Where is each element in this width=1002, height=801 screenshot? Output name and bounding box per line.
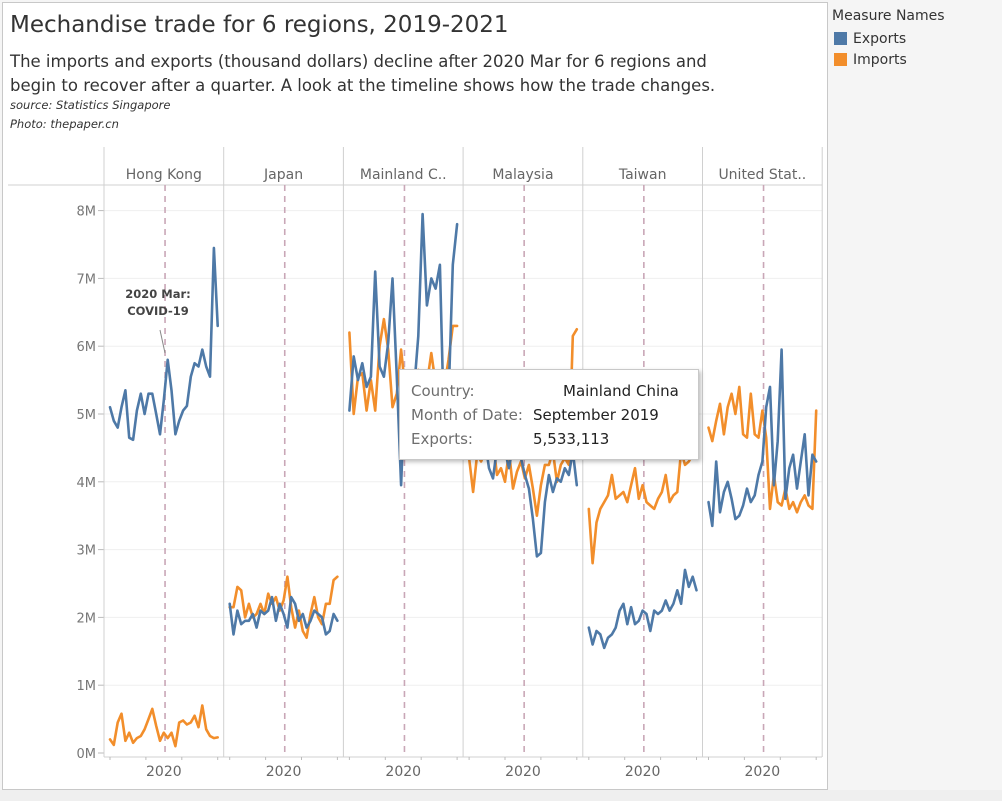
panel-header: Hong Kong [126,167,202,183]
x-tick-label: 2020 [146,764,182,780]
legend-label-imports: Imports [853,51,907,68]
panel-header: United Stat.. [718,167,806,183]
x-tick-label: 2020 [266,764,302,780]
legend-swatch-imports [834,53,847,66]
tooltip-country-row: Country: Mainland China [411,379,679,403]
tooltip-month-label: Month of Date: [411,406,523,424]
legend-item-exports[interactable]: Exports [832,28,945,49]
panel-header: Japan [263,167,303,183]
series-line-imports [228,575,339,639]
tooltip: Country: Mainland China Month of Date: S… [399,369,699,460]
source-note: source: Statistics Singapore [10,98,171,112]
page-subtitle: The imports and exports (thousand dollar… [10,52,716,95]
legend: Measure Names Exports Imports [832,8,945,70]
annotation-pointer [159,329,166,354]
tooltip-month-row: Month of Date: September 2019 [411,403,659,427]
y-tick-label: 1M [77,679,97,694]
y-tick-label: 3M [77,544,97,559]
tooltip-exports-row: Exports: 5,533,113 [411,427,609,451]
tooltip-country-value: Mainland China [563,382,679,400]
annotation-line-1: 2020 Mar: [125,287,191,301]
y-tick-label: 7M [77,272,97,287]
y-tick-label: 5M [77,408,97,423]
x-tick-label: 2020 [625,764,661,780]
panel-header: Malaysia [492,167,553,183]
y-tick-label: 4M [77,476,97,491]
tooltip-country-label: Country: [411,382,475,400]
tooltip-month-value: September 2019 [533,406,659,424]
panel-header: Taiwan [618,167,667,183]
panel-header: Mainland C.. [360,167,447,183]
series-line-imports [108,704,219,748]
photo-note: Photo: thepaper.cn [10,117,119,131]
y-tick-label: 6M [77,340,97,355]
x-tick-label: 2020 [385,764,421,780]
series-line-exports [228,595,339,636]
series-line-exports [108,246,219,442]
annotation-line-2: COVID-19 [127,304,189,318]
tooltip-exports-label: Exports: [411,430,473,448]
legend-swatch-exports [834,32,847,45]
series-line-imports [587,450,698,565]
legend-title: Measure Names [832,8,945,24]
legend-label-exports: Exports [853,30,907,47]
page-title: Mechandise trade for 6 regions, 2019-202… [10,12,509,38]
series-line-imports [707,385,818,514]
y-tick-label: 0M [77,747,97,762]
y-tick-label: 8M [77,205,97,220]
x-tick-label: 2020 [505,764,541,780]
series-line-exports [707,348,818,528]
x-tick-label: 2020 [745,764,781,780]
legend-item-imports[interactable]: Imports [832,49,945,70]
bottom-bar [0,790,1002,801]
series-line-exports [587,568,698,650]
tooltip-exports-value: 5,533,113 [533,430,610,448]
y-tick-label: 2M [77,611,97,626]
